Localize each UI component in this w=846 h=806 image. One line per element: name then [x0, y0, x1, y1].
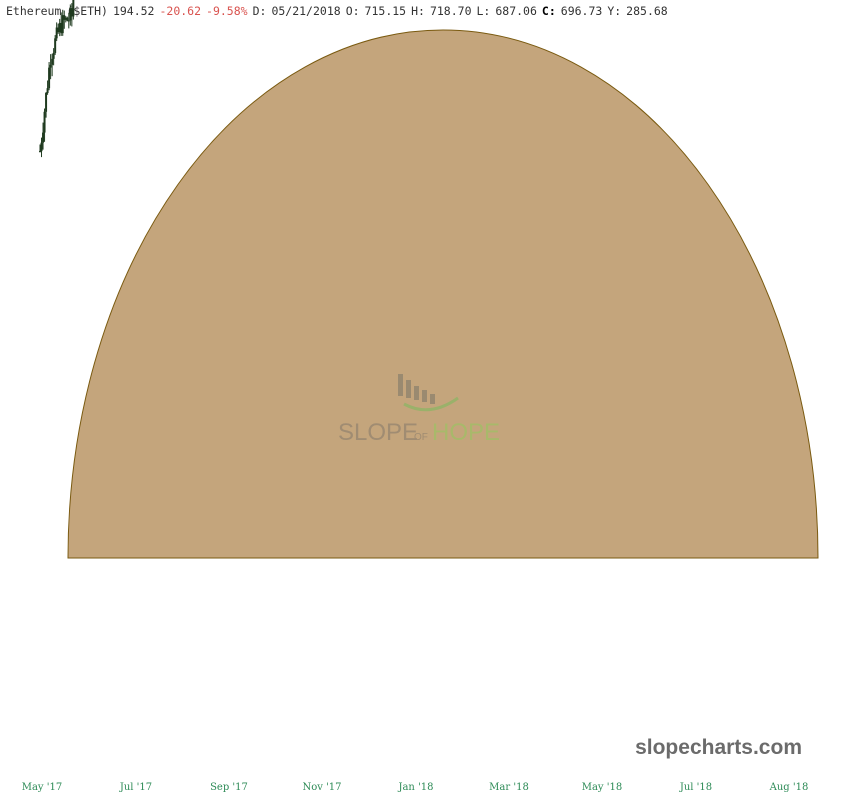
- candle-body: [67, 20, 70, 22]
- slope-of-hope-watermark: SLOPE OF HOPE: [338, 374, 500, 446]
- y-value: 285.68: [626, 4, 668, 18]
- candle-body: [52, 52, 55, 59]
- candle-body: [61, 15, 64, 34]
- x-tick-label: Jul '17: [119, 782, 152, 793]
- candle-body: [51, 58, 54, 65]
- x-tick-label: Sep '17: [210, 782, 248, 793]
- open-label: O:: [345, 4, 360, 18]
- candle-body: [60, 22, 63, 34]
- open-value: 715.15: [364, 4, 407, 18]
- dome-pattern: [67, 29, 819, 559]
- x-tick-label: Nov '17: [302, 782, 341, 793]
- candle-body: [66, 17, 69, 21]
- candle-body: [48, 67, 51, 89]
- close-value: 696.73: [560, 4, 603, 18]
- candle-body: [64, 17, 67, 20]
- candle-body: [70, 8, 73, 17]
- ticker-symbol: ($ETH): [66, 4, 108, 18]
- watermark-bar-icon: [398, 374, 403, 396]
- low-value: 687.06: [495, 4, 537, 18]
- candle-body: [69, 8, 72, 21]
- watermark-swoosh-icon: [403, 396, 459, 412]
- y-label: Y:: [607, 4, 622, 18]
- watermark-word-hope: HOPE: [432, 419, 500, 446]
- candle-body: [55, 27, 58, 39]
- watermark-bar-icon: [406, 380, 411, 398]
- high-label: H:: [411, 4, 425, 18]
- candle-body: [58, 22, 61, 33]
- candle-body: [63, 15, 66, 20]
- x-tick-label: May '17: [22, 782, 63, 793]
- price-change-percent: -9.58%: [206, 4, 248, 18]
- last-price: 194.52: [112, 4, 155, 18]
- close-label: C:: [541, 4, 556, 18]
- ticker-name: Ethereum: [6, 4, 62, 18]
- candles: [39, 0, 75, 158]
- watermark-bar-icon: [422, 390, 427, 402]
- watermark-word-slope: SLOPE: [338, 419, 418, 446]
- x-tick-label: Jan '18: [397, 782, 433, 793]
- candle-body: [39, 150, 41, 152]
- x-axis: May '17 Jul '17 Sep '17 Nov '17 Jan '18 Mar '…: [22, 782, 809, 793]
- x-tick-label: Aug '18: [769, 782, 809, 793]
- watermark-word-of: OF: [414, 432, 428, 443]
- watermark-bar-icon: [414, 386, 419, 400]
- candle-body: [40, 142, 43, 152]
- x-tick-label: May '18: [582, 782, 623, 793]
- high-value: 718.70: [429, 4, 472, 18]
- chart-header: Ethereum ($ETH) 194.52 -20.62 -9.58% D: 05/21/…: [6, 4, 673, 18]
- watermark-bar-icon: [430, 394, 435, 404]
- candle-body: [49, 64, 52, 68]
- candle-body: [43, 111, 46, 133]
- x-tick-label: Mar '18: [489, 782, 529, 793]
- candle-body: [57, 27, 60, 33]
- candle-body: [54, 38, 57, 53]
- candle-body: [45, 92, 48, 112]
- low-label: L:: [476, 4, 491, 18]
- candle-body: [42, 132, 45, 143]
- date-value: 05/21/2018: [271, 4, 341, 18]
- candle-body: [46, 88, 49, 93]
- date-label: D:: [252, 4, 267, 18]
- brand-logo: slopecharts.com: [635, 736, 802, 759]
- x-tick-label: Jul '18: [679, 782, 712, 793]
- price-change: -20.62: [159, 4, 202, 18]
- candle-body: [72, 0, 75, 17]
